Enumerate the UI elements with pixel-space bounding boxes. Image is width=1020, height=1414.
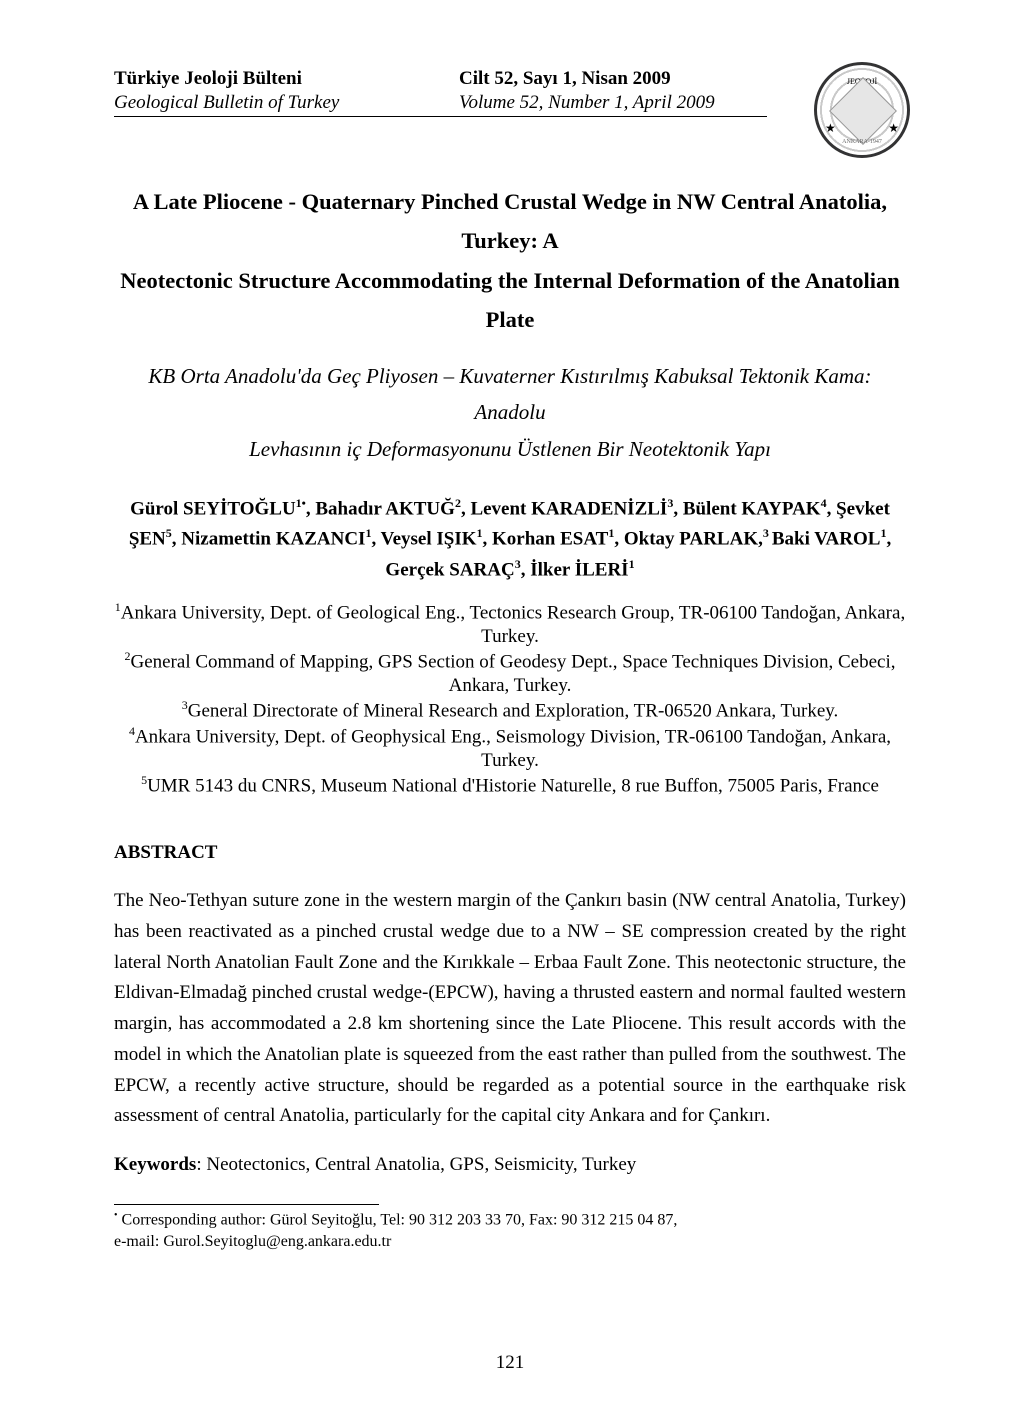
header-rule	[114, 116, 767, 117]
affiliation-1: 1Ankara University, Dept. of Geological …	[114, 600, 906, 649]
journal-line-tr: Türkiye Jeoloji Bülteni Cilt 52, Sayı 1,…	[114, 68, 804, 90]
title-en-line1: A Late Pliocene - Quaternary Pinched Cru…	[114, 182, 906, 261]
journal-header: Türkiye Jeoloji Bülteni Cilt 52, Sayı 1,…	[114, 68, 906, 154]
journal-issue-tr: Cilt 52, Sayı 1, Nisan 2009	[459, 68, 671, 90]
journal-logo-icon: JEOLOJİ ★ ★ ANKARA-1947	[814, 62, 906, 154]
footnote-rule	[114, 1204, 379, 1205]
paper-title-en: A Late Pliocene - Quaternary Pinched Cru…	[114, 182, 906, 340]
logo-star-right-icon: ★	[888, 121, 899, 136]
title-tr-line2: Levhasının iç Deformasyonunu Üstlenen Bi…	[114, 431, 906, 468]
affiliation-4: 4Ankara University, Dept. of Geophysical…	[114, 724, 906, 773]
abstract-heading: ABSTRACT	[114, 842, 906, 864]
affiliation-5: 5UMR 5143 du CNRS, Museum National d'His…	[114, 773, 906, 798]
affiliation-3: 3General Directorate of Mineral Research…	[114, 698, 906, 723]
corresponding-author-footnote: • Corresponding author: Gürol Seyitoğlu,…	[114, 1209, 906, 1253]
affiliation-2: 2General Command of Mapping, GPS Section…	[114, 649, 906, 698]
footnote-line1: • Corresponding author: Gürol Seyitoğlu,…	[114, 1209, 906, 1231]
keywords-label: Keywords	[114, 1154, 196, 1175]
page-number: 121	[0, 1352, 1020, 1374]
journal-issue-en: Volume 52, Number 1, April 2009	[459, 92, 715, 114]
logo-shape	[829, 77, 897, 145]
keywords-value: : Neotectonics, Central Anatolia, GPS, S…	[196, 1154, 636, 1175]
journal-name-tr: Türkiye Jeoloji Bülteni	[114, 68, 459, 90]
title-en-line2: Neotectonic Structure Accommodating the …	[114, 261, 906, 340]
affiliations: 1Ankara University, Dept. of Geological …	[114, 600, 906, 798]
title-tr-line1: KB Orta Anadolu'da Geç Pliyosen – Kuvate…	[114, 358, 906, 432]
journal-header-text: Türkiye Jeoloji Bülteni Cilt 52, Sayı 1,…	[114, 68, 804, 117]
abstract-body: The Neo-Tethyan suture zone in the weste…	[114, 886, 906, 1132]
keywords-line: Keywords: Neotectonics, Central Anatolia…	[114, 1154, 906, 1176]
logo-circle: JEOLOJİ ★ ★ ANKARA-1947	[814, 62, 910, 158]
logo-star-left-icon: ★	[825, 121, 836, 136]
logo-bottom-text: ANKARA-1947	[817, 139, 907, 145]
author-list: Gürol SEYİTOĞLU1•, Bahadır AKTUĞ2, Leven…	[114, 494, 906, 586]
journal-name-en: Geological Bulletin of Turkey	[114, 92, 459, 114]
footnote-line2: e-mail: Gurol.Seyitoglu@eng.ankara.edu.t…	[114, 1231, 906, 1253]
journal-line-en: Geological Bulletin of Turkey Volume 52,…	[114, 92, 804, 114]
paper-title-tr: KB Orta Anadolu'da Geç Pliyosen – Kuvate…	[114, 358, 906, 468]
